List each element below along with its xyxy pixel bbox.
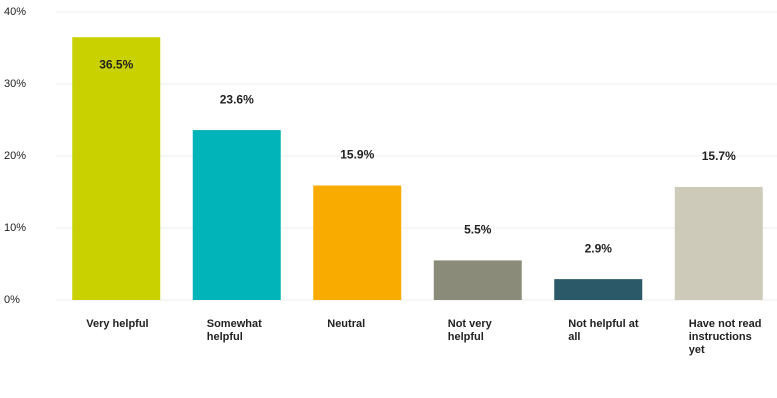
- value-label: 36.5%: [99, 57, 133, 71]
- value-label: 23.6%: [220, 92, 254, 106]
- x-tick-label: Not very helpful: [447, 318, 492, 343]
- y-tick-label: 0%: [4, 294, 20, 306]
- y-tick-label: 30%: [4, 78, 26, 90]
- value-label: 15.7%: [702, 149, 736, 163]
- value-label: 5.5%: [464, 223, 492, 237]
- bar: [554, 279, 643, 300]
- y-tick-label: 10%: [4, 222, 26, 234]
- y-tick-label: 40%: [4, 6, 26, 18]
- y-tick-label: 20%: [4, 150, 26, 162]
- x-tick-label: Very helpful: [86, 318, 149, 330]
- x-tick-label: Have not read instructions yet: [688, 318, 762, 356]
- x-tick-label: Somewhat helpful: [206, 318, 262, 343]
- x-tick-label: Neutral: [327, 318, 366, 330]
- bar: [674, 186, 763, 300]
- bar: [72, 37, 161, 300]
- bar: [433, 260, 522, 300]
- bar: [313, 185, 402, 300]
- bar: [192, 130, 281, 300]
- x-tick-label: Not helpful at all: [568, 318, 639, 343]
- value-label: 2.9%: [585, 241, 613, 255]
- value-label: 15.9%: [340, 148, 374, 162]
